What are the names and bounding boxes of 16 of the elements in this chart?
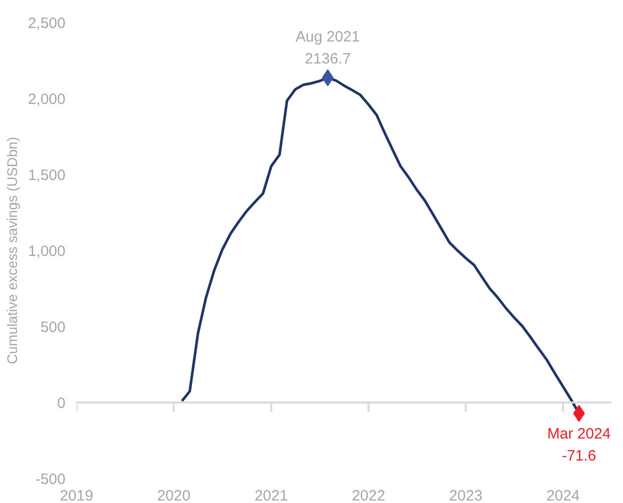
y-tick-label: 1,500 [28, 167, 66, 184]
x-tick-label: 2020 [157, 488, 190, 503]
y-tick-label: 2,500 [28, 15, 66, 32]
y-tick-label: 500 [40, 319, 66, 336]
annotation: Aug 2021 2136.7 [296, 28, 360, 68]
y-tick-label: 1,000 [28, 243, 66, 260]
annotation: Mar 2024 -71.6 [547, 425, 611, 464]
y-tick-label: 0 [57, 395, 66, 412]
y-tick-label: -500 [35, 471, 66, 488]
y-tick-label: 2,000 [28, 91, 66, 108]
x-tick-label: 2024 [546, 488, 580, 503]
x-tick-label: 2019 [60, 488, 94, 503]
x-tick-label: 2022 [352, 488, 386, 503]
x-tick-label: 2021 [254, 488, 288, 503]
y-axis-title: Cumulative excess savings (USDbn) [4, 136, 20, 364]
x-tick-label: 2023 [449, 488, 482, 503]
